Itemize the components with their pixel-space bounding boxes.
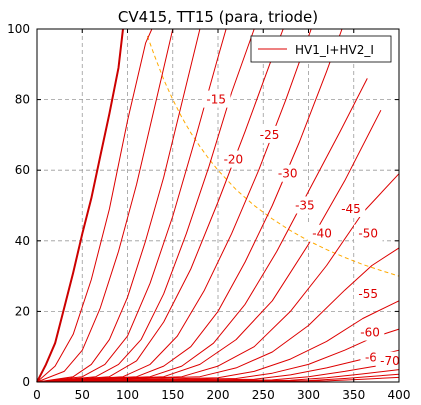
y-tick-label: 0 — [22, 375, 30, 389]
x-tick-label: 250 — [252, 388, 275, 402]
y-tick-label: 80 — [15, 93, 30, 107]
plate-curve — [36, 28, 343, 383]
plate-curve — [36, 28, 255, 383]
plate-curve — [36, 78, 368, 383]
curve-label-background — [307, 224, 337, 242]
curve-label: -40 — [312, 227, 332, 241]
plate-curve — [36, 28, 284, 383]
plate-curve — [36, 109, 382, 383]
y-tick-label: 20 — [15, 304, 30, 318]
curve-label-background — [353, 284, 383, 302]
x-tick-label: 0 — [33, 388, 41, 402]
chart-title: CV415, TT15 (para, triode) — [118, 8, 318, 26]
curve-label-background — [375, 351, 405, 369]
x-tick-label: 300 — [297, 388, 320, 402]
curve-label-background — [201, 90, 231, 108]
curve-label-background — [353, 224, 383, 242]
plate-curve — [36, 28, 201, 383]
curve-label: -70 — [380, 354, 400, 368]
curve-label-background — [219, 150, 248, 168]
x-tick-label: 150 — [161, 388, 184, 402]
plate-curve — [36, 247, 400, 383]
y-tick-label: 60 — [15, 163, 30, 177]
plate-curves-group — [36, 28, 400, 383]
curve-label: -6 — [365, 350, 377, 364]
plate-curve — [36, 28, 312, 383]
curve-label: -35 — [295, 199, 315, 213]
plate-curve — [36, 28, 227, 383]
legend: HV1_I+HV2_I — [250, 35, 392, 63]
curve-label: -25 — [260, 128, 280, 142]
curve-label: -50 — [358, 227, 378, 241]
grid-voltage-labels: -15 -20 -25 -30 -35 -40 -45 -50 -55 -60 -6 -70 — [201, 90, 405, 369]
plate-curve — [36, 300, 400, 383]
curve-label: -15 — [206, 93, 226, 107]
curve-label: -30 — [278, 167, 298, 181]
curve-label: -60 — [360, 326, 380, 340]
curve-label-background — [355, 323, 385, 341]
y-tick-label: 40 — [15, 234, 30, 248]
plate-curve — [36, 376, 400, 383]
curve-label-background — [336, 200, 366, 218]
curve-label-background — [255, 125, 284, 143]
x-tick-label: 50 — [75, 388, 90, 402]
axis-ticks: 0 50 100 150 200 250 300 350 400 0 20 40 60 80 100 — [7, 22, 410, 402]
plate-curve — [36, 28, 124, 383]
curve-label: -55 — [358, 287, 378, 301]
legend-label: HV1_I+HV2_I — [295, 43, 374, 57]
curve-label: -20 — [224, 153, 244, 167]
plate-curve — [36, 28, 174, 383]
y-tick-label: 100 — [7, 22, 30, 36]
x-tick-label: 200 — [207, 388, 230, 402]
curve-label-background — [273, 164, 302, 182]
curve-label: -45 — [341, 202, 361, 216]
curve-label-background — [290, 196, 320, 214]
plate-curve — [36, 173, 400, 383]
x-tick-label: 350 — [342, 388, 365, 402]
plate-curve — [36, 28, 153, 383]
x-tick-label: 400 — [388, 388, 411, 402]
x-tick-label: 100 — [116, 388, 139, 402]
